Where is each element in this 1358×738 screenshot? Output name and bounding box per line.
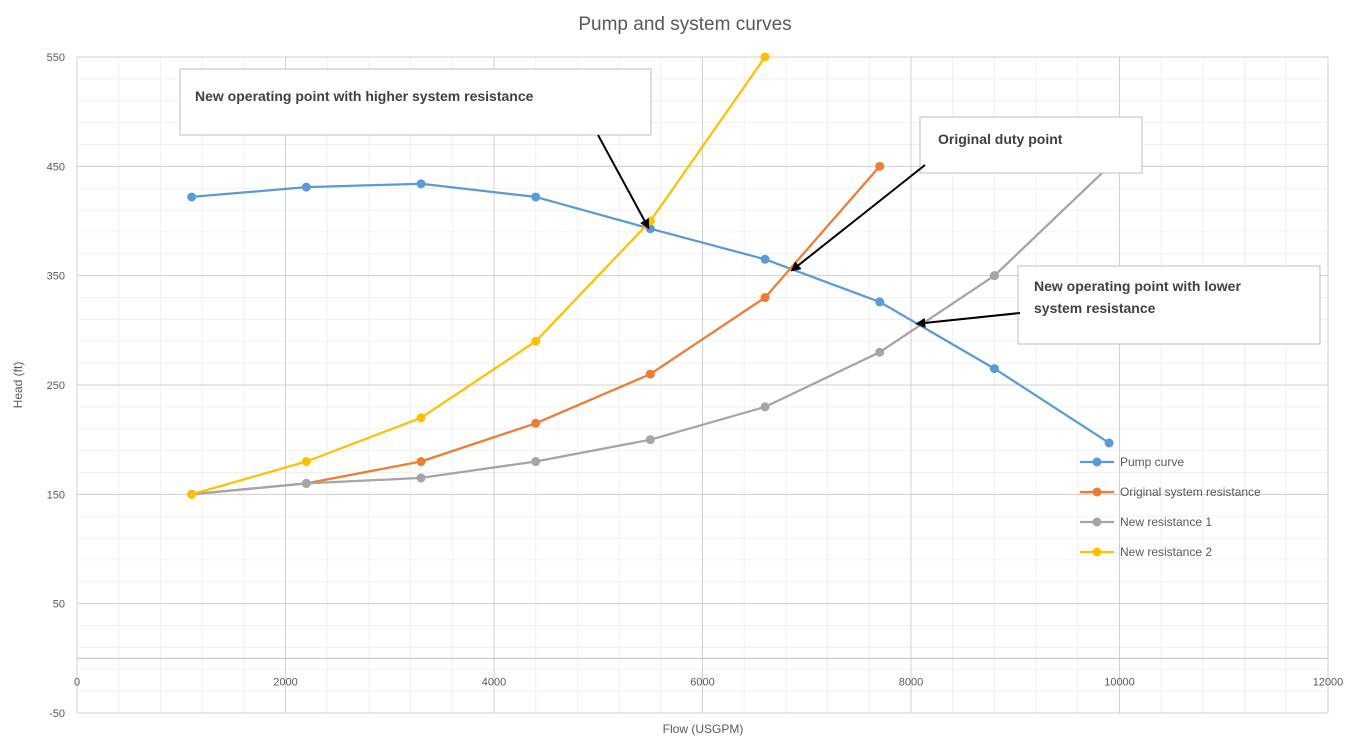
- legend-label: New resistance 2: [1120, 545, 1212, 559]
- data-point-new-resistance-1: [531, 457, 541, 467]
- annotation-arrow: [597, 134, 650, 230]
- data-point-new-resistance-1: [760, 402, 770, 412]
- annotation-box: [919, 116, 1143, 174]
- data-point-new-resistance-1: [301, 478, 311, 488]
- x-tick-label: 12000: [1313, 676, 1344, 688]
- legend-label: New resistance 1: [1120, 515, 1212, 529]
- annotation-box: [179, 68, 652, 136]
- annotation-text: Original duty point: [938, 131, 1063, 147]
- y-tick-label: 50: [53, 599, 65, 611]
- x-tick-label: 4000: [482, 676, 506, 688]
- data-point-original-system-resistance: [875, 161, 885, 171]
- y-tick-label: -50: [49, 708, 65, 720]
- y-tick-label: 150: [47, 489, 65, 501]
- x-tick-label: 0: [74, 676, 80, 688]
- annotation-text: New operating point with lower: [1034, 278, 1241, 294]
- data-point-new-resistance-2: [416, 413, 426, 423]
- data-point-new-resistance-1: [875, 347, 885, 357]
- legend-swatch-marker: [1092, 547, 1102, 557]
- data-point-original-system-resistance: [645, 369, 655, 379]
- data-point-pump-curve: [760, 254, 770, 264]
- legend-swatch-marker: [1092, 487, 1102, 497]
- annotation-arrow: [915, 312, 1021, 328]
- y-tick-label: 450: [47, 161, 65, 173]
- data-point-new-resistance-2: [187, 489, 197, 499]
- y-tick-label: 350: [47, 271, 65, 283]
- data-point-original-system-resistance: [760, 293, 770, 303]
- annotation-text: New operating point with higher system r…: [195, 88, 534, 104]
- data-point-original-system-resistance: [531, 418, 541, 428]
- chart-title: Pump and system curves: [578, 14, 791, 35]
- series-lines: [187, 52, 1114, 499]
- data-point-new-resistance-1: [416, 473, 426, 483]
- data-point-pump-curve: [875, 297, 885, 307]
- series-line-new-resistance-2: [191, 56, 767, 496]
- x-axis-label: Flow (USGPM): [663, 722, 744, 736]
- legend-swatch-marker: [1092, 457, 1102, 467]
- data-point-pump-curve: [531, 192, 541, 202]
- data-point-pump-curve: [301, 182, 311, 192]
- x-tick-label: 8000: [899, 676, 923, 688]
- x-tick-label: 2000: [273, 676, 297, 688]
- data-point-original-system-resistance: [416, 457, 426, 467]
- y-tick-label: 550: [47, 52, 65, 64]
- data-point-new-resistance-1: [989, 271, 999, 281]
- legend-label: Original system resistance: [1120, 485, 1261, 499]
- annotation-arrow: [790, 164, 926, 272]
- y-tick-label: 250: [47, 380, 65, 392]
- data-point-pump-curve: [187, 192, 197, 202]
- annotation-text: system resistance: [1034, 300, 1156, 316]
- legend-label: Pump curve: [1120, 455, 1184, 469]
- data-point-new-resistance-2: [760, 52, 770, 62]
- series-line-new-resistance-1: [191, 165, 1110, 496]
- x-tick-label: 6000: [690, 676, 714, 688]
- y-axis-label: Head (ft): [11, 362, 25, 409]
- data-point-pump-curve: [416, 179, 426, 189]
- annotation-box: [1017, 265, 1321, 345]
- data-point-new-resistance-2: [301, 457, 311, 467]
- data-point-pump-curve: [1104, 438, 1114, 448]
- data-point-pump-curve: [989, 364, 999, 374]
- axes: 0 2000 4000 6000 8000 10000 12000 550 450 350 250 1…: [47, 52, 1344, 720]
- legend-swatch-marker: [1092, 517, 1102, 527]
- data-point-new-resistance-2: [531, 336, 541, 346]
- legend: Pump curve Original system resistance New …: [1080, 455, 1261, 559]
- annotations: New operating point with higher system r…: [179, 68, 1321, 345]
- data-point-new-resistance-1: [645, 435, 655, 445]
- x-tick-label: 10000: [1104, 676, 1135, 688]
